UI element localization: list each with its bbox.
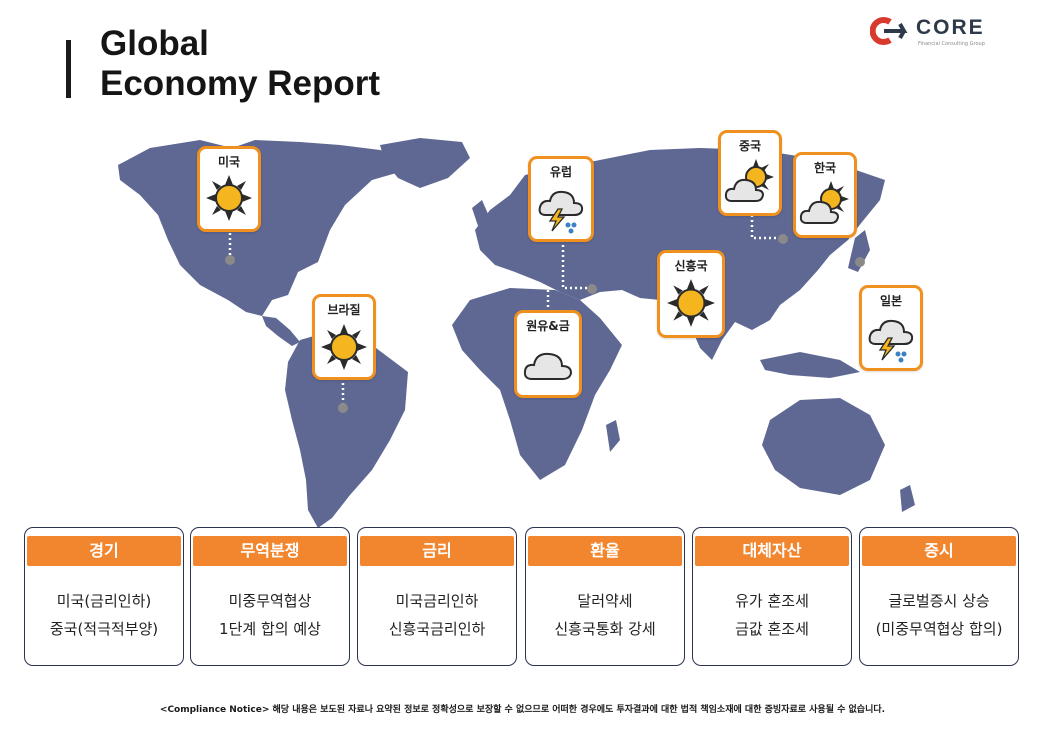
dot-japan: [855, 257, 865, 267]
island-uk: [472, 200, 488, 226]
card-line-1: 유가 혼조세: [735, 592, 809, 610]
card-line-1: 미국(금리인하): [56, 592, 152, 610]
connector-japan: [866, 260, 892, 286]
card-line-2: (미중무역협상 합의): [875, 620, 1003, 638]
continent-central-america: [262, 316, 300, 346]
card-exchange-rate: 환율 달러약세 신흥국통화 강세: [525, 527, 685, 666]
card-alternative-assets: 대체자산 유가 혼조세 금값 혼조세: [692, 527, 852, 666]
card-header: 증시: [862, 536, 1016, 566]
sun-icon: [667, 279, 715, 327]
card-line-2: 금값 혼조세: [735, 620, 809, 638]
island-madagascar: [606, 420, 620, 452]
card-stock-market: 증시 글로벌증시 상승 (미중무역협상 합의): [859, 527, 1019, 666]
partly-cloudy-icon: [724, 159, 774, 202]
dot-china: [778, 234, 788, 244]
pin-korea: 한국: [793, 152, 857, 238]
card-header: 무역분쟁: [193, 536, 347, 566]
card-interest-rate: 금리 미국금리인하 신흥국금리인하: [357, 527, 517, 666]
continent-north-america: [118, 140, 410, 316]
partly-cloudy-icon: [799, 181, 849, 224]
pin-label: 원유&금: [526, 319, 570, 333]
card-header: 대체자산: [695, 536, 849, 566]
continent-greenland: [380, 138, 470, 188]
sun-icon: [321, 324, 367, 370]
card-line-2: 1단계 합의 예상: [219, 620, 321, 638]
card-line-1: 달러약세: [577, 592, 633, 610]
dot-brazil: [338, 403, 348, 413]
sun-icon: [206, 175, 252, 221]
pin-label: 유럽: [549, 165, 573, 179]
connector-europe: [561, 240, 590, 290]
islands-southeast-asia: [760, 352, 860, 378]
card-header: 환율: [528, 536, 682, 566]
dot-europe: [587, 284, 597, 294]
pin-label: 일본: [879, 294, 903, 308]
pin-japan: 일본: [859, 285, 923, 371]
pin-brazil: 브라질: [312, 294, 376, 380]
thunderstorm-icon: [538, 190, 584, 234]
card-line-2: 신흥국금리인하: [388, 620, 486, 638]
pin-label: 브라질: [327, 303, 361, 317]
card-line-2: 신흥국통화 강세: [554, 620, 656, 638]
logo-name: CORE: [916, 16, 985, 39]
pin-label: 한국: [813, 161, 837, 175]
pin-usa: 미국: [197, 146, 261, 232]
title-line-2: Economy Report: [100, 64, 381, 103]
island-new-zealand: [900, 485, 915, 512]
page-title: Global Economy Report: [100, 24, 380, 104]
pin-china: 중국: [718, 130, 782, 216]
dot-usa: [225, 255, 235, 265]
card-line-1: 미국금리인하: [395, 592, 479, 610]
title-line-1: Global: [100, 24, 209, 63]
continent-australia: [762, 398, 885, 495]
pin-label: 신흥국: [674, 259, 708, 273]
card-line-2: 중국(적극적부양): [49, 620, 159, 638]
pin-label: 중국: [738, 139, 762, 153]
card-line-1: 글로벌증시 상승: [888, 592, 990, 610]
pin-oil-gold: 원유&금: [514, 310, 582, 398]
pin-emerging: 신흥국: [657, 250, 725, 338]
card-header: 경기: [27, 536, 181, 566]
pin-europe: 유럽: [528, 156, 594, 242]
core-logo: CORE Financial Consulting Group: [870, 14, 1030, 50]
card-line-1: 미중무역협상: [228, 592, 312, 610]
island-japan: [848, 230, 870, 272]
cloud-icon: [523, 352, 573, 380]
logo-mark-icon: [870, 17, 908, 45]
thunderstorm-icon: [868, 319, 914, 363]
pin-label: 미국: [217, 155, 241, 169]
card-economy: 경기 미국(금리인하) 중국(적극적부양): [24, 527, 184, 666]
continent-south-america: [285, 330, 408, 528]
card-header: 금리: [360, 536, 514, 566]
logo-tagline: Financial Consulting Group: [918, 41, 985, 47]
title-accent-bar: [66, 40, 71, 98]
card-trade-dispute: 무역분쟁 미중무역협상 1단계 합의 예상: [190, 527, 350, 666]
compliance-notice: <Compliance Notice> 해당 내용은 보도된 자료나 요약된 정…: [159, 705, 886, 715]
